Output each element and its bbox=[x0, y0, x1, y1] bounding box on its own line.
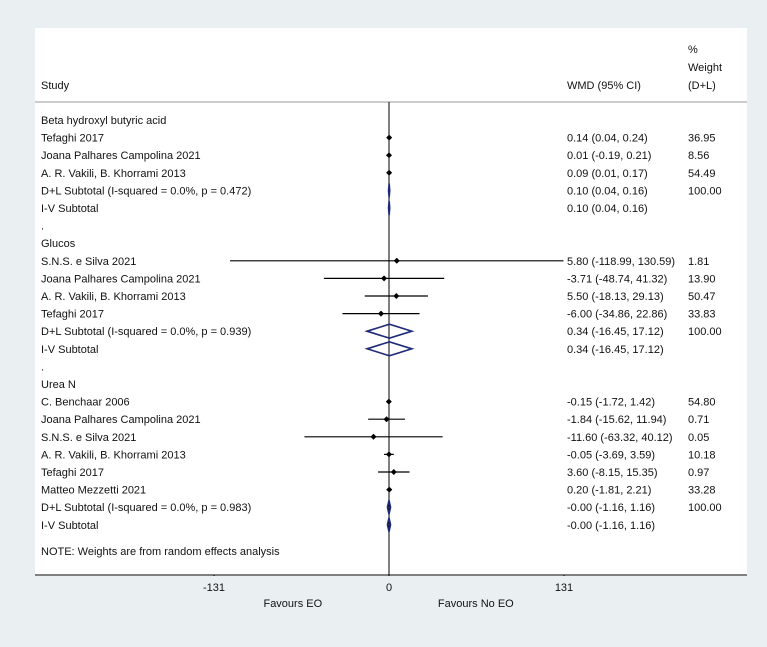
row-label-group: Glucos bbox=[41, 238, 76, 250]
row-label-study: Matteo Mezzetti 2021 bbox=[41, 485, 146, 497]
row-label-study: Tefaghi 2017 bbox=[41, 309, 104, 321]
pooled-estimate-diamond bbox=[387, 200, 391, 216]
row-label-group: Beta hydroxyl butyric acid bbox=[41, 115, 166, 127]
pooled-estimate-diamond bbox=[387, 183, 391, 198]
row-label-spacer: . bbox=[41, 221, 44, 233]
row-ci-text: 0.10 (0.04, 0.16) bbox=[567, 203, 648, 215]
row-label-subtotal: I-V Subtotal bbox=[41, 344, 98, 356]
row-ci-text: 0.20 (-1.81, 2.21) bbox=[567, 485, 651, 497]
point-estimate-marker bbox=[385, 451, 392, 458]
row-label-study: Tefaghi 2017 bbox=[41, 133, 104, 145]
row-label-study: S.N.S. e Silva 2021 bbox=[41, 256, 136, 268]
forest-rows: Beta hydroxyl butyric acid Tefaghi 2017 0.… bbox=[41, 102, 722, 575]
row-weight: 10.18 bbox=[688, 449, 716, 461]
point-estimate-marker bbox=[393, 293, 400, 299]
row-weight: 33.28 bbox=[688, 485, 716, 497]
row-label-study: Joana Palhares Campolina 2021 bbox=[41, 273, 201, 285]
point-estimate-marker bbox=[393, 257, 400, 264]
row-ci-text: -0.00 (-1.16, 1.16) bbox=[567, 502, 655, 514]
row-label-subtotal: D+L Subtotal (I-squared = 0.0%, p = 0.47… bbox=[41, 185, 251, 197]
row-label-study: A. R. Vakili, B. Khorrami 2013 bbox=[41, 449, 186, 461]
row-weight: 54.80 bbox=[688, 397, 716, 409]
point-estimate-marker bbox=[383, 416, 390, 423]
row-weight: 33.83 bbox=[688, 309, 716, 321]
row-ci-text: 0.09 (0.01, 0.17) bbox=[567, 168, 648, 180]
row-label-study: C. Benchaar 2006 bbox=[41, 397, 130, 409]
row-ci-text: -1.84 (-15.62, 11.94) bbox=[567, 414, 666, 426]
row-ci-text: -6.00 (-34.86, 22.86) bbox=[567, 309, 667, 321]
row-weight: 1.81 bbox=[688, 256, 709, 268]
point-estimate-marker bbox=[386, 134, 393, 141]
header-weight-1: % bbox=[688, 44, 698, 56]
x-axis bbox=[213, 575, 565, 576]
x-tick-label: 131 bbox=[555, 582, 573, 594]
row-label-study: A. R. Vakili, B. Khorrami 2013 bbox=[41, 291, 186, 303]
row-label-group: Urea N bbox=[41, 379, 76, 391]
figure-panel: Study WMD (95% CI) % Weight (D+L) Beta h… bbox=[6, 6, 761, 641]
row-ci-text: -0.15 (-1.72, 1.42) bbox=[567, 397, 655, 409]
row-label-subtotal: D+L Subtotal (I-squared = 0.0%, p = 0.93… bbox=[41, 326, 251, 338]
favours-left-label: Favours EO bbox=[263, 598, 322, 610]
row-ci-text: -11.60 (-63.32, 40.12) bbox=[567, 432, 673, 444]
row-label-spacer: . bbox=[41, 361, 44, 373]
footnote: NOTE: Weights are from random effects an… bbox=[41, 546, 280, 558]
row-ci-text: 0.34 (-16.45, 17.12) bbox=[567, 344, 664, 356]
point-estimate-marker bbox=[386, 169, 393, 176]
row-ci-text: -0.05 (-3.69, 3.59) bbox=[567, 449, 655, 461]
row-ci-text: 0.14 (0.04, 0.24) bbox=[567, 133, 648, 145]
point-estimate-marker bbox=[370, 433, 377, 440]
header-weight-3: (D+L) bbox=[688, 80, 716, 92]
row-weight: 100.00 bbox=[688, 326, 722, 338]
favours-right-label: Favours No EO bbox=[438, 598, 514, 610]
x-tick-label: 0 bbox=[386, 582, 392, 594]
point-estimate-marker bbox=[385, 398, 392, 405]
point-estimate-marker bbox=[386, 152, 393, 159]
row-ci-text: -3.71 (-48.74, 41.32) bbox=[567, 273, 667, 285]
row-label-subtotal: I-V Subtotal bbox=[41, 203, 98, 215]
row-label-subtotal: I-V Subtotal bbox=[41, 520, 98, 532]
row-weight: 0.97 bbox=[688, 467, 709, 479]
row-weight: 0.05 bbox=[688, 432, 709, 444]
point-estimate-marker bbox=[377, 310, 384, 317]
point-estimate-marker bbox=[386, 486, 393, 493]
row-label-subtotal: D+L Subtotal (I-squared = 0.0%, p = 0.98… bbox=[41, 502, 251, 514]
row-label-study: S.N.S. e Silva 2021 bbox=[41, 432, 136, 444]
row-label-study: A. R. Vakili, B. Khorrami 2013 bbox=[41, 168, 186, 180]
row-label-study: Joana Palhares Campolina 2021 bbox=[41, 414, 201, 426]
row-weight: 50.47 bbox=[688, 291, 716, 303]
header-study: Study bbox=[41, 80, 70, 92]
row-weight: 54.49 bbox=[688, 168, 716, 180]
row-ci-text: 0.10 (0.04, 0.16) bbox=[567, 185, 648, 197]
row-weight: 100.00 bbox=[688, 502, 722, 514]
x-axis-labels: -131 0 131 Favours EO Favours No EO bbox=[203, 582, 573, 610]
row-ci-text: -0.00 (-1.16, 1.16) bbox=[567, 520, 655, 532]
row-weight: 8.56 bbox=[688, 150, 709, 162]
row-ci-text: 5.50 (-18.13, 29.13) bbox=[567, 291, 664, 303]
point-estimate-marker bbox=[390, 469, 397, 475]
row-label-study: Joana Palhares Campolina 2021 bbox=[41, 150, 201, 162]
row-weight: 13.90 bbox=[688, 273, 716, 285]
pooled-estimate-diamond bbox=[386, 500, 392, 515]
row-ci-text: 0.34 (-16.45, 17.12) bbox=[567, 326, 664, 338]
point-estimate-marker bbox=[381, 275, 388, 282]
header-ci: WMD (95% CI) bbox=[567, 80, 641, 92]
pooled-estimate-diamond bbox=[364, 340, 415, 357]
forest-plot: Study WMD (95% CI) % Weight (D+L) Beta h… bbox=[35, 44, 747, 576]
row-ci-text: 3.60 (-8.15, 15.35) bbox=[567, 467, 658, 479]
forest-plot-area: Study WMD (95% CI) % Weight (D+L) Beta h… bbox=[35, 28, 747, 576]
row-ci-text: 0.01 (-0.19, 0.21) bbox=[567, 150, 651, 162]
x-tick-label: -131 bbox=[203, 582, 225, 594]
header-weight-2: Weight bbox=[688, 62, 722, 74]
row-ci-text: 5.80 (-118.99, 130.59) bbox=[567, 256, 675, 268]
row-label-study: Tefaghi 2017 bbox=[41, 467, 104, 479]
pooled-estimate-diamond bbox=[386, 517, 392, 532]
row-weight: 36.95 bbox=[688, 133, 716, 145]
pooled-estimate-diamond bbox=[364, 323, 415, 340]
row-weight: 0.71 bbox=[688, 414, 709, 426]
row-weight: 100.00 bbox=[688, 185, 722, 197]
